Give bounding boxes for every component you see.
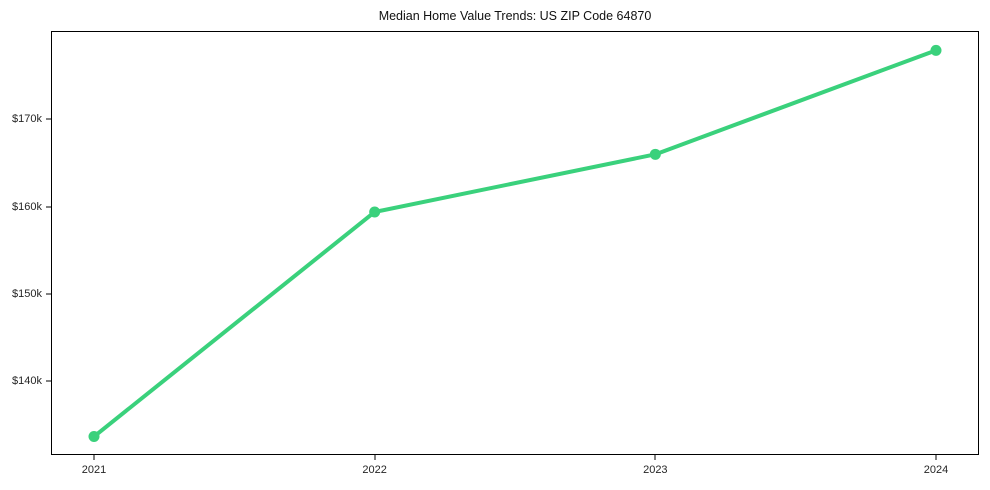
x-axis-tick-mark xyxy=(654,455,656,460)
line-chart-canvas xyxy=(88,44,942,443)
y-axis-tick-label: $160k xyxy=(12,200,42,213)
x-axis-tick-mark xyxy=(374,455,376,460)
x-axis-tick-label: 2022 xyxy=(362,464,387,476)
x-axis-tick-label: 2023 xyxy=(643,464,668,476)
y-axis-tick-label: $170k xyxy=(12,113,42,126)
plot-area xyxy=(51,31,979,455)
x-axis-tick-mark xyxy=(935,455,937,460)
data-point-marker[interactable] xyxy=(369,206,381,218)
y-axis-tick-mark xyxy=(46,118,51,120)
y-axis-tick-label: $140k xyxy=(12,375,42,388)
data-point-marker[interactable] xyxy=(88,431,100,443)
y-axis-tick-label: $150k xyxy=(12,288,42,301)
x-axis-tick-label: 2024 xyxy=(923,464,949,476)
trend-line xyxy=(92,48,938,439)
x-axis-tick-mark xyxy=(93,455,95,460)
data-point-marker[interactable] xyxy=(930,44,942,56)
x-axis-tick-label: 2021 xyxy=(81,464,107,476)
y-axis-tick-mark xyxy=(46,380,51,382)
y-axis-tick-mark xyxy=(46,293,51,295)
chart-title: Median Home Value Trends: US ZIP Code 64… xyxy=(378,9,652,23)
y-axis-tick-mark xyxy=(46,206,51,208)
data-point-marker[interactable] xyxy=(649,148,661,160)
